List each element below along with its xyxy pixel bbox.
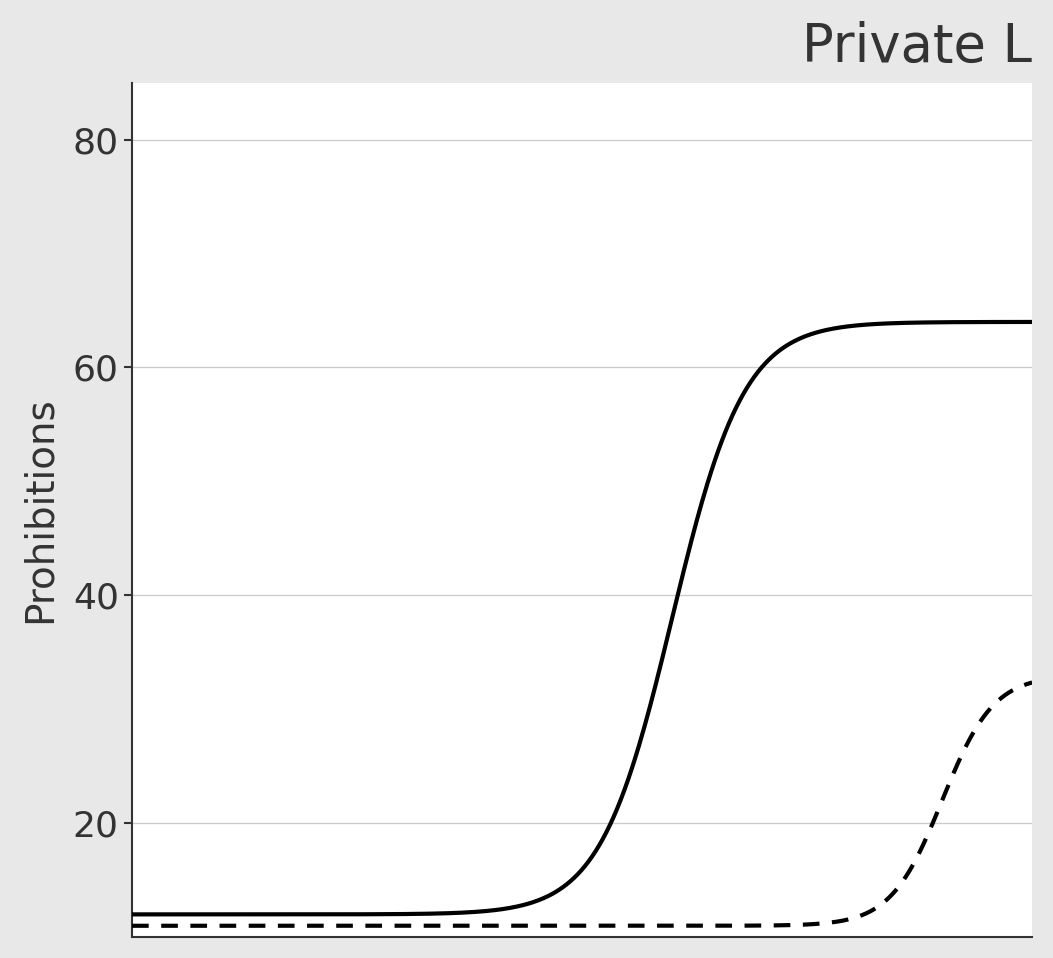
Text: Private L: Private L [802, 21, 1032, 73]
Y-axis label: Prohibitions: Prohibitions [21, 397, 59, 624]
